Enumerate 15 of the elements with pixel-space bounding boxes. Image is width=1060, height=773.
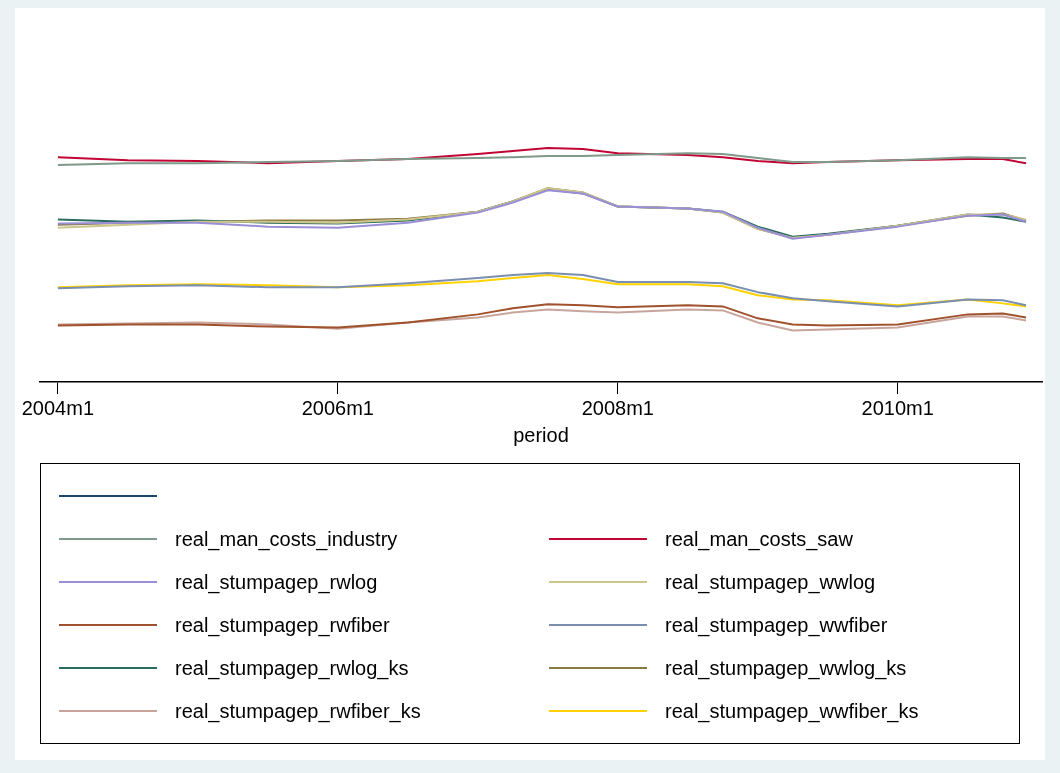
legend-label: real_stumpagep_wwfiber	[665, 613, 888, 637]
legend-label: real_stumpagep_rwlog	[175, 570, 378, 594]
legend-label: real_stumpagep_wwlog_ks	[665, 656, 907, 680]
x-axis-title: period	[513, 423, 569, 446]
legend-label: real_stumpagep_wwlog	[665, 570, 876, 594]
x-tick-label: 2006m1	[301, 396, 374, 419]
x-tick-label: 2008m1	[581, 396, 654, 419]
x-tick-label: 2010m1	[861, 396, 934, 419]
legend-label: real_man_costs_industry	[175, 527, 398, 551]
legend-label: real_stumpagep_wwfiber_ks	[665, 699, 919, 723]
legend-label: real_stumpagep_rwfiber_ks	[175, 699, 421, 723]
x-tick-label: 2004m1	[21, 396, 95, 419]
legend-label: real_stumpagep_rwfiber	[175, 613, 390, 637]
legend-label: real_man_costs_saw	[665, 527, 853, 551]
legend-label: real_stumpagep_rwlog_ks	[175, 656, 409, 680]
